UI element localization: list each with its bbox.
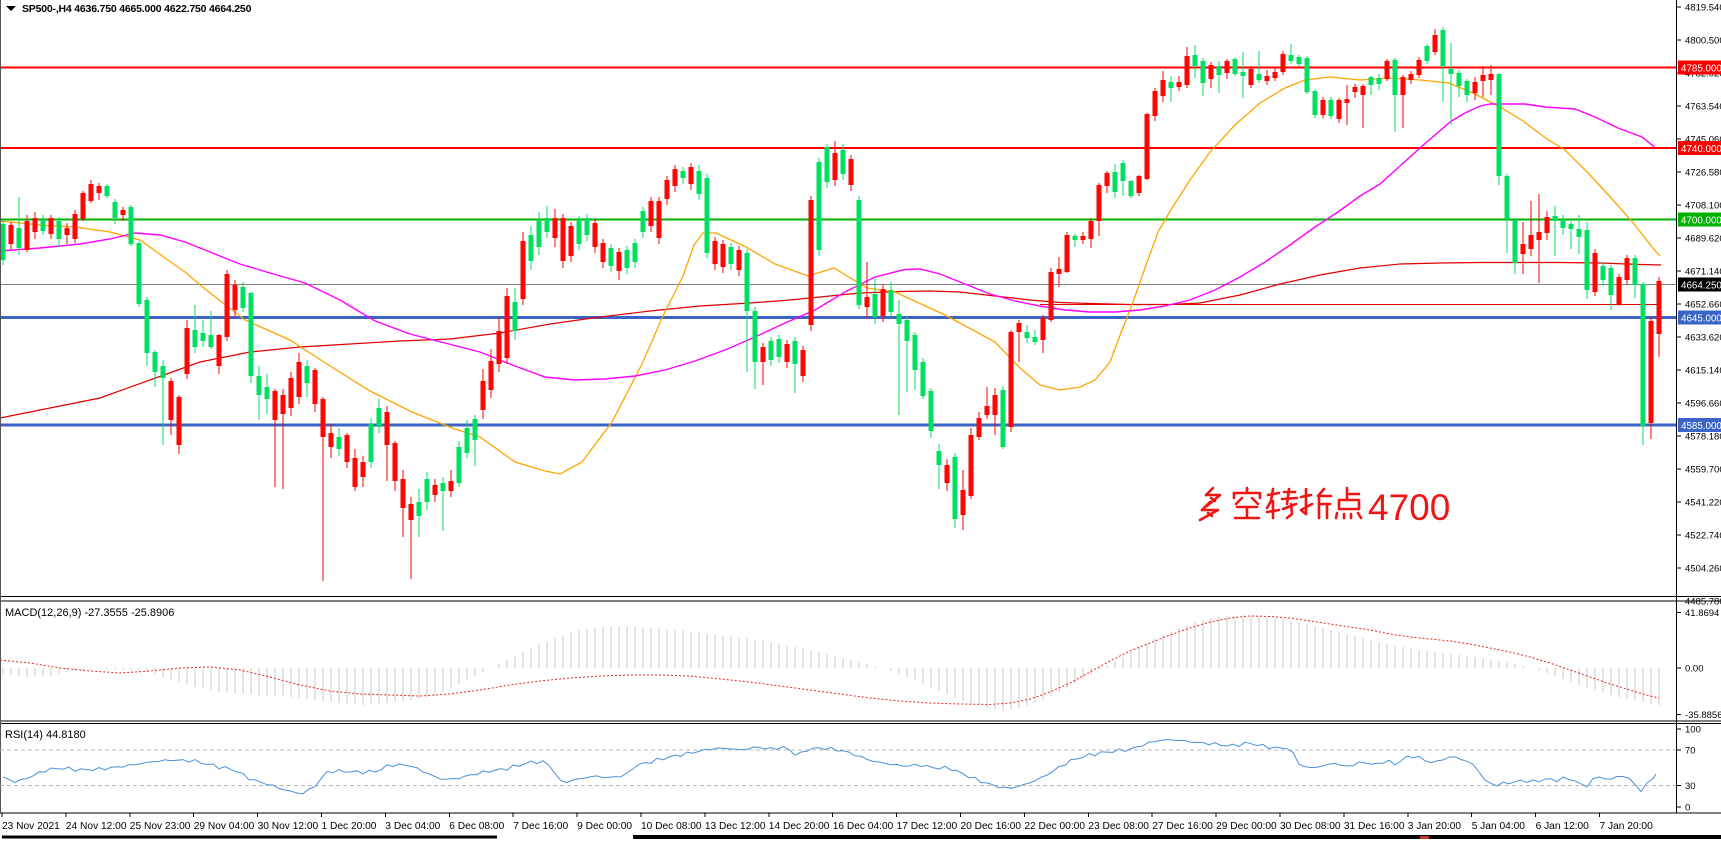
svg-text:4800.500: 4800.500 <box>1685 36 1721 47</box>
svg-text:4596.660: 4596.660 <box>1685 399 1721 410</box>
svg-text:4645.000: 4645.000 <box>1681 314 1721 325</box>
svg-text:14 Dec 20:00: 14 Dec 20:00 <box>769 821 830 832</box>
svg-text:41.8694: 41.8694 <box>1685 608 1719 619</box>
svg-text:MACD(12,26,9) -27.3555 -25.890: MACD(12,26,9) -27.3555 -25.8906 <box>5 607 174 619</box>
svg-text:4819.540: 4819.540 <box>1685 3 1721 14</box>
svg-text:13 Dec 12:00: 13 Dec 12:00 <box>705 821 766 832</box>
svg-text:23 Dec 08:00: 23 Dec 08:00 <box>1088 821 1149 832</box>
svg-text:4763.540: 4763.540 <box>1685 102 1721 113</box>
svg-text:10 Dec 08:00: 10 Dec 08:00 <box>641 821 702 832</box>
svg-text:4522.740: 4522.740 <box>1685 531 1721 542</box>
svg-text:23 Nov 2021: 23 Nov 2021 <box>2 821 60 832</box>
svg-text:30: 30 <box>1685 781 1696 792</box>
svg-text:4671.140: 4671.140 <box>1685 267 1721 278</box>
svg-text:5 Jan 04:00: 5 Jan 04:00 <box>1472 821 1526 832</box>
svg-text:0.00: 0.00 <box>1685 664 1704 675</box>
svg-text:-35.8856: -35.8856 <box>1685 710 1721 721</box>
svg-text:29 Dec 00:00: 29 Dec 00:00 <box>1216 821 1277 832</box>
svg-text:4615.140: 4615.140 <box>1685 366 1721 377</box>
svg-text:22 Dec 00:00: 22 Dec 00:00 <box>1024 821 1085 832</box>
svg-text:4740.000: 4740.000 <box>1681 144 1721 155</box>
svg-text:3 Jan 20:00: 3 Jan 20:00 <box>1408 821 1462 832</box>
svg-text:4504.260: 4504.260 <box>1685 564 1721 575</box>
svg-text:70: 70 <box>1685 746 1696 757</box>
svg-text:6 Dec 08:00: 6 Dec 08:00 <box>449 821 504 832</box>
svg-text:31 Dec 16:00: 31 Dec 16:00 <box>1344 821 1405 832</box>
svg-text:16 Dec 04:00: 16 Dec 04:00 <box>833 821 894 832</box>
svg-text:4578.180: 4578.180 <box>1685 432 1721 443</box>
svg-text:4700.000: 4700.000 <box>1681 215 1721 226</box>
svg-text:100: 100 <box>1685 724 1701 735</box>
svg-text:4700: 4700 <box>1368 487 1450 528</box>
svg-text:7 Jan 20:00: 7 Jan 20:00 <box>1600 821 1654 832</box>
svg-text:4745.060: 4745.060 <box>1685 135 1721 146</box>
svg-text:1 Dec 20:00: 1 Dec 20:00 <box>322 821 377 832</box>
svg-text:3 Dec 04:00: 3 Dec 04:00 <box>385 821 440 832</box>
svg-text:4652.660: 4652.660 <box>1685 300 1721 311</box>
svg-text:29 Nov 04:00: 29 Nov 04:00 <box>194 821 255 832</box>
svg-text:9 Dec 00:00: 9 Dec 00:00 <box>577 821 632 832</box>
svg-text:4485.780: 4485.780 <box>1685 597 1721 608</box>
svg-text:30 Nov 12:00: 30 Nov 12:00 <box>258 821 319 832</box>
svg-text:4585.000: 4585.000 <box>1681 421 1721 432</box>
svg-text:4708.100: 4708.100 <box>1685 201 1721 212</box>
svg-text:4559.700: 4559.700 <box>1685 465 1721 476</box>
svg-text:25 Nov 23:00: 25 Nov 23:00 <box>130 821 191 832</box>
svg-text:30 Dec 08:00: 30 Dec 08:00 <box>1280 821 1341 832</box>
svg-text:4689.620: 4689.620 <box>1685 234 1721 245</box>
svg-text:7 Dec 16:00: 7 Dec 16:00 <box>513 821 568 832</box>
svg-text:27 Dec 16:00: 27 Dec 16:00 <box>1152 821 1213 832</box>
svg-text:4785.000: 4785.000 <box>1681 63 1721 74</box>
svg-text:20 Dec 16:00: 20 Dec 16:00 <box>961 821 1022 832</box>
svg-text:RSI(14) 44.8180: RSI(14) 44.8180 <box>5 729 86 741</box>
svg-text:4633.620: 4633.620 <box>1685 333 1721 344</box>
svg-text:4664.250: 4664.250 <box>1681 280 1721 291</box>
svg-text:4541.220: 4541.220 <box>1685 498 1721 509</box>
svg-text:17 Dec 12:00: 17 Dec 12:00 <box>897 821 958 832</box>
svg-text:0: 0 <box>1685 802 1690 813</box>
svg-text:4726.580: 4726.580 <box>1685 168 1721 179</box>
svg-text:6 Jan 12:00: 6 Jan 12:00 <box>1536 821 1590 832</box>
svg-text:24 Nov 12:00: 24 Nov 12:00 <box>66 821 127 832</box>
svg-text:SP500-,H4 4636.750 4665.000 4: SP500-,H4 4636.750 4665.000 4622.750 466… <box>22 3 252 15</box>
